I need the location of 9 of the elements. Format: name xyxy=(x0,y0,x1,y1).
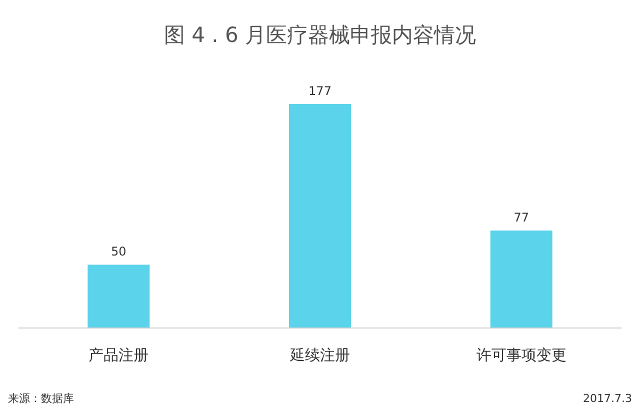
source-note: 来源：数据库 xyxy=(8,392,74,405)
text: 2017.7.3 xyxy=(583,392,632,405)
x-tick-label: 延续注册 xyxy=(289,346,350,364)
data-label: 50 xyxy=(111,244,126,259)
x-tick-label: 产品注册 xyxy=(88,346,149,364)
data-label: 77 xyxy=(514,210,529,225)
chart-title: 图 4 . 6 月医疗器械申报内容情况 xyxy=(164,23,476,47)
x-tick-label: 许可事项变更 xyxy=(476,346,566,364)
data-label: 177 xyxy=(308,84,332,98)
